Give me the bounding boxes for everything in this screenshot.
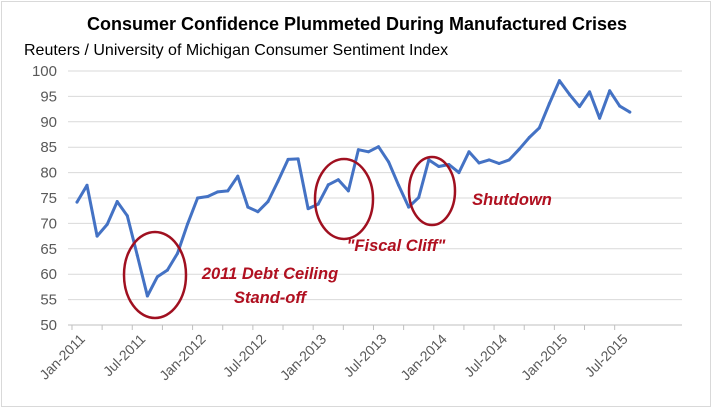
data-point [437, 165, 441, 169]
data-point [366, 150, 370, 154]
data-point [246, 205, 250, 209]
data-point [527, 136, 531, 140]
data-point [95, 234, 99, 238]
data-point [497, 161, 501, 165]
y-tick-label: 100 [32, 63, 57, 80]
y-tick-label: 80 [40, 165, 57, 182]
data-point [286, 157, 290, 161]
y-tick-label: 60 [40, 266, 57, 283]
series-line [75, 79, 632, 298]
x-tick-label: Jan-2013 [277, 331, 330, 384]
data-point [216, 190, 220, 194]
data-point [75, 200, 79, 204]
data-point [628, 110, 632, 114]
data-point [176, 251, 179, 255]
annotation-fiscal-cliff: "Fiscal Cliff" [347, 237, 446, 255]
data-point [125, 214, 129, 218]
x-tick-label: Jul-2012 [220, 331, 269, 380]
data-point [387, 160, 391, 164]
y-tick-label: 70 [40, 215, 57, 232]
data-point [196, 196, 200, 200]
data-point [567, 92, 571, 96]
x-tick-label: Jul-2014 [461, 331, 510, 380]
data-point [427, 158, 431, 162]
data-point [557, 79, 561, 83]
data-point [608, 89, 612, 93]
data-point [236, 174, 240, 178]
data-point [487, 158, 491, 162]
data-point [537, 126, 541, 130]
y-tick-label: 65 [40, 241, 57, 258]
data-point [276, 179, 280, 183]
data-point [356, 148, 360, 152]
x-axis: Jan-2011 Jul-2011 Jan-2012 Jul-2012 Jan-2013… [36, 324, 682, 384]
y-tick-label: 95 [40, 88, 57, 105]
data-point [145, 294, 149, 298]
data-point [226, 189, 230, 193]
data-point [397, 183, 401, 187]
highlight-ellipse [407, 155, 457, 227]
x-tick-label: Jan-2012 [156, 331, 209, 384]
data-point [316, 202, 320, 206]
x-tick-label: Jan-2011 [36, 331, 88, 383]
data-point [115, 200, 119, 204]
x-tick-label: Jul-2011 [100, 331, 149, 380]
y-tick-label: 55 [40, 292, 57, 309]
data-point [306, 207, 310, 211]
data-point [547, 102, 551, 106]
chart-title: Consumer Confidence Plummeted During Man… [87, 14, 627, 34]
data-point [417, 195, 421, 199]
x-tick-label: Jul-2015 [581, 331, 630, 380]
y-tick-label: 90 [40, 114, 57, 131]
y-axis-ticks: 50 55 60 65 70 75 80 85 90 95 100 [32, 63, 57, 334]
data-point [165, 268, 169, 272]
annotations: 2011 Debt Ceiling Stand-off "Fiscal Cliff"… [201, 191, 552, 307]
data-point [85, 183, 89, 187]
data-point [266, 200, 270, 204]
data-point [407, 205, 411, 209]
annotation-shutdown: Shutdown [472, 191, 552, 209]
x-tick-label: Jan-2014 [397, 331, 450, 384]
data-point [588, 90, 592, 94]
annotation-debt-ceiling: Stand-off [234, 289, 308, 307]
x-tick-label: Jul-2013 [340, 331, 389, 380]
data-point [507, 158, 511, 162]
data-point [517, 147, 521, 151]
data-point [578, 105, 581, 109]
data-point [256, 210, 260, 214]
data-point [467, 150, 471, 154]
data-point [206, 194, 210, 198]
y-tick-label: 75 [40, 190, 57, 207]
highlight-ellipse [122, 230, 188, 320]
highlight-ellipse [313, 157, 375, 241]
highlight-circles [122, 155, 457, 320]
y-tick-label: 50 [40, 317, 57, 334]
x-tick-label: Jan-2015 [518, 331, 571, 384]
data-point [105, 222, 109, 226]
data-point [135, 253, 139, 257]
series-group [75, 79, 632, 298]
gridlines [68, 70, 682, 326]
data-point [155, 275, 159, 279]
data-point [296, 157, 300, 161]
data-point [598, 116, 602, 120]
data-point [377, 145, 380, 149]
data-point [326, 183, 330, 187]
data-point [457, 171, 461, 175]
data-point [336, 178, 340, 182]
data-point [186, 222, 190, 226]
annotation-debt-ceiling: 2011 Debt Ceiling [201, 265, 338, 283]
data-point [477, 161, 481, 165]
y-tick-label: 85 [40, 139, 57, 156]
data-point [618, 104, 622, 108]
chart-subtitle: Reuters / University of Michigan Consume… [24, 42, 448, 59]
data-point [346, 189, 350, 193]
